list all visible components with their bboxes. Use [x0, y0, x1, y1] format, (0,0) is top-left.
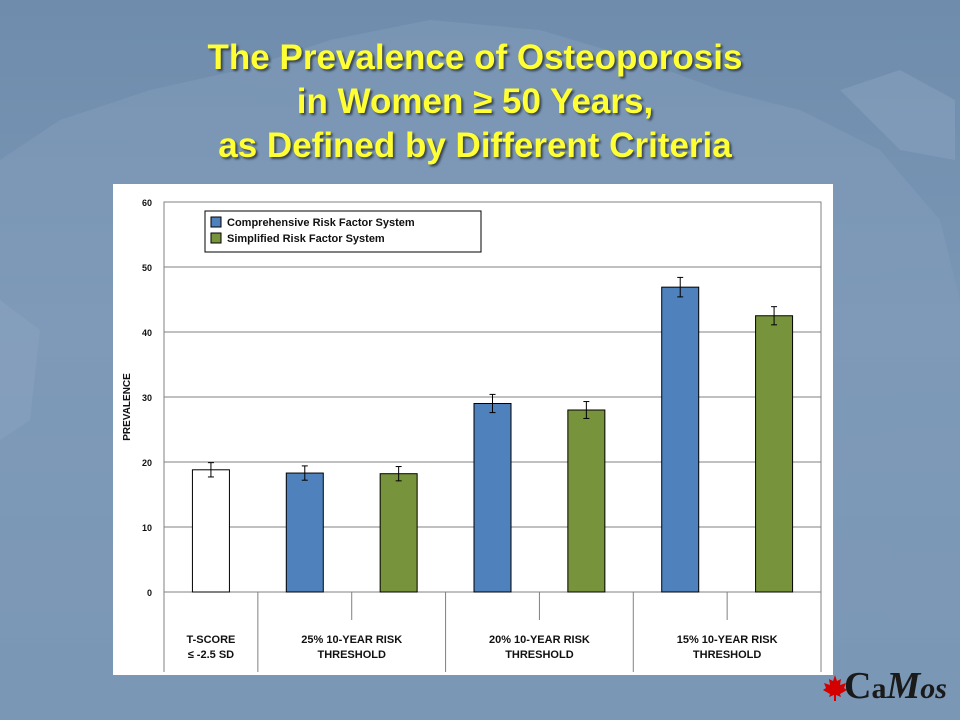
y-tick-label: 30 [142, 393, 152, 403]
legend-swatch [210, 216, 222, 228]
y-tick-label: 0 [147, 588, 152, 598]
y-tick-label: 40 [142, 328, 152, 338]
legend-label: Simplified Risk Factor System [227, 233, 385, 245]
category-label: THRESHOLD [693, 649, 762, 661]
camos-logo: CaMos [822, 660, 952, 716]
category-label: 25% 10-YEAR RISK [301, 634, 402, 646]
title-line-3: as Defined by Different Criteria [218, 126, 732, 165]
map-landmass-3 [0, 300, 40, 440]
category-label: 15% 10-YEAR RISK [677, 634, 778, 646]
bar [661, 286, 700, 593]
legend-swatch [210, 232, 222, 244]
y-tick-label: 20 [142, 458, 152, 468]
category-label: THRESHOLD [317, 649, 386, 661]
legend-box [204, 210, 482, 253]
map-landmass-2 [840, 70, 955, 160]
bar [473, 403, 512, 593]
bar [755, 315, 794, 593]
category-label: THRESHOLD [505, 649, 574, 661]
bar [379, 473, 418, 593]
category-label: ≤ -2.5 SD [188, 649, 234, 661]
category-label: 20% 10-YEAR RISK [489, 634, 590, 646]
title-line-1: The Prevalence of Osteoporosis [207, 38, 743, 77]
category-label: T-SCORE [186, 634, 235, 646]
bar [285, 472, 324, 593]
legend-label: Comprehensive Risk Factor System [227, 217, 415, 229]
bar [567, 409, 606, 593]
prevalence-bar-chart: 0 10 20 30 40 50 60 PREVALENCE T-SCORE ≤ -2.5 SD 2… [122, 198, 822, 672]
y-tick-label: 10 [142, 523, 152, 533]
y-tick-label: 50 [142, 263, 152, 273]
maple-leaf-icon [823, 675, 847, 701]
bar [191, 469, 230, 593]
y-tick-label: 60 [142, 198, 152, 208]
slide-title: The Prevalence of Osteoporosis in Women … [0, 36, 950, 168]
logo-text: CaMos [844, 665, 947, 707]
chart-card: 0 10 20 30 40 50 60 PREVALENCE T-SCORE ≤ -2.5 SD 2… [113, 184, 833, 675]
y-axis-label: PREVALENCE [122, 373, 133, 441]
title-line-2: in Women ≥ 50 Years, [296, 82, 654, 121]
